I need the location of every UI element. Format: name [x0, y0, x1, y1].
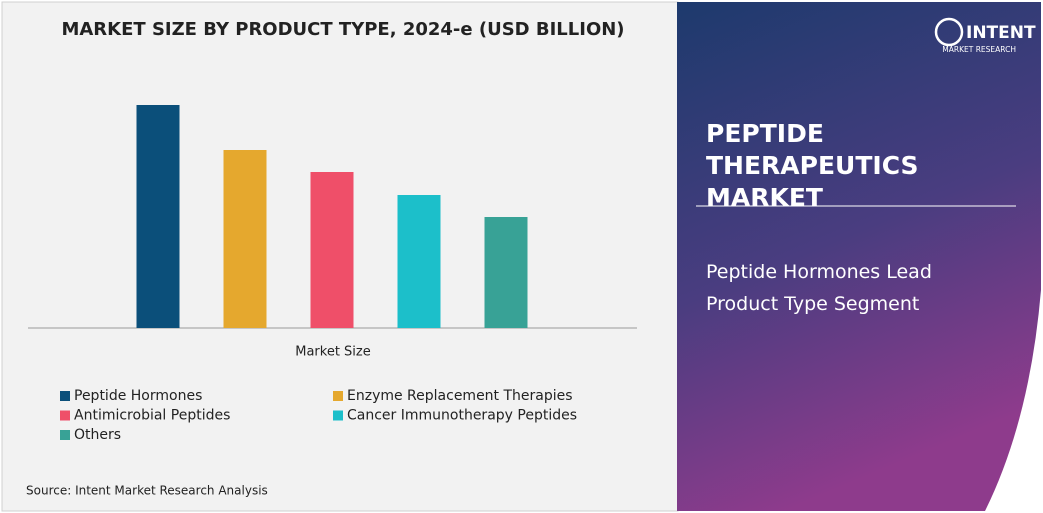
legend-swatch [333, 391, 343, 401]
bar [136, 105, 180, 328]
subheadline: Peptide Hormones Lead Product Type Segme… [706, 261, 932, 315]
legend-swatch [60, 430, 70, 440]
chart-title: MARKET SIZE BY PRODUCT TYPE, 2024-e (USD… [61, 19, 624, 40]
legend-label: Antimicrobial Peptides [74, 408, 230, 424]
bar [223, 150, 267, 328]
headline: PEPTIDE THERAPEUTICS MARKET [706, 119, 919, 212]
brand-name: INTENT [966, 23, 1036, 43]
logo-icon [934, 17, 964, 47]
x-axis-label: Market Size [295, 345, 371, 360]
bar [397, 195, 441, 328]
source: Source: Intent Market Research Analysis [26, 484, 268, 498]
bar [484, 217, 528, 328]
legend-swatch [60, 391, 70, 401]
brand-tagline: MARKET RESEARCH [942, 45, 1016, 54]
legend-label: Cancer Immunotherapy Peptides [347, 408, 577, 424]
legend-swatch [60, 410, 70, 421]
legend-swatch [333, 410, 343, 421]
legend-label: Enzyme Replacement Therapies [347, 388, 573, 404]
legend-label: Others [74, 427, 121, 443]
info-panel [677, 2, 1041, 511]
legend-label: Peptide Hormones [74, 388, 202, 404]
bar [310, 172, 354, 328]
